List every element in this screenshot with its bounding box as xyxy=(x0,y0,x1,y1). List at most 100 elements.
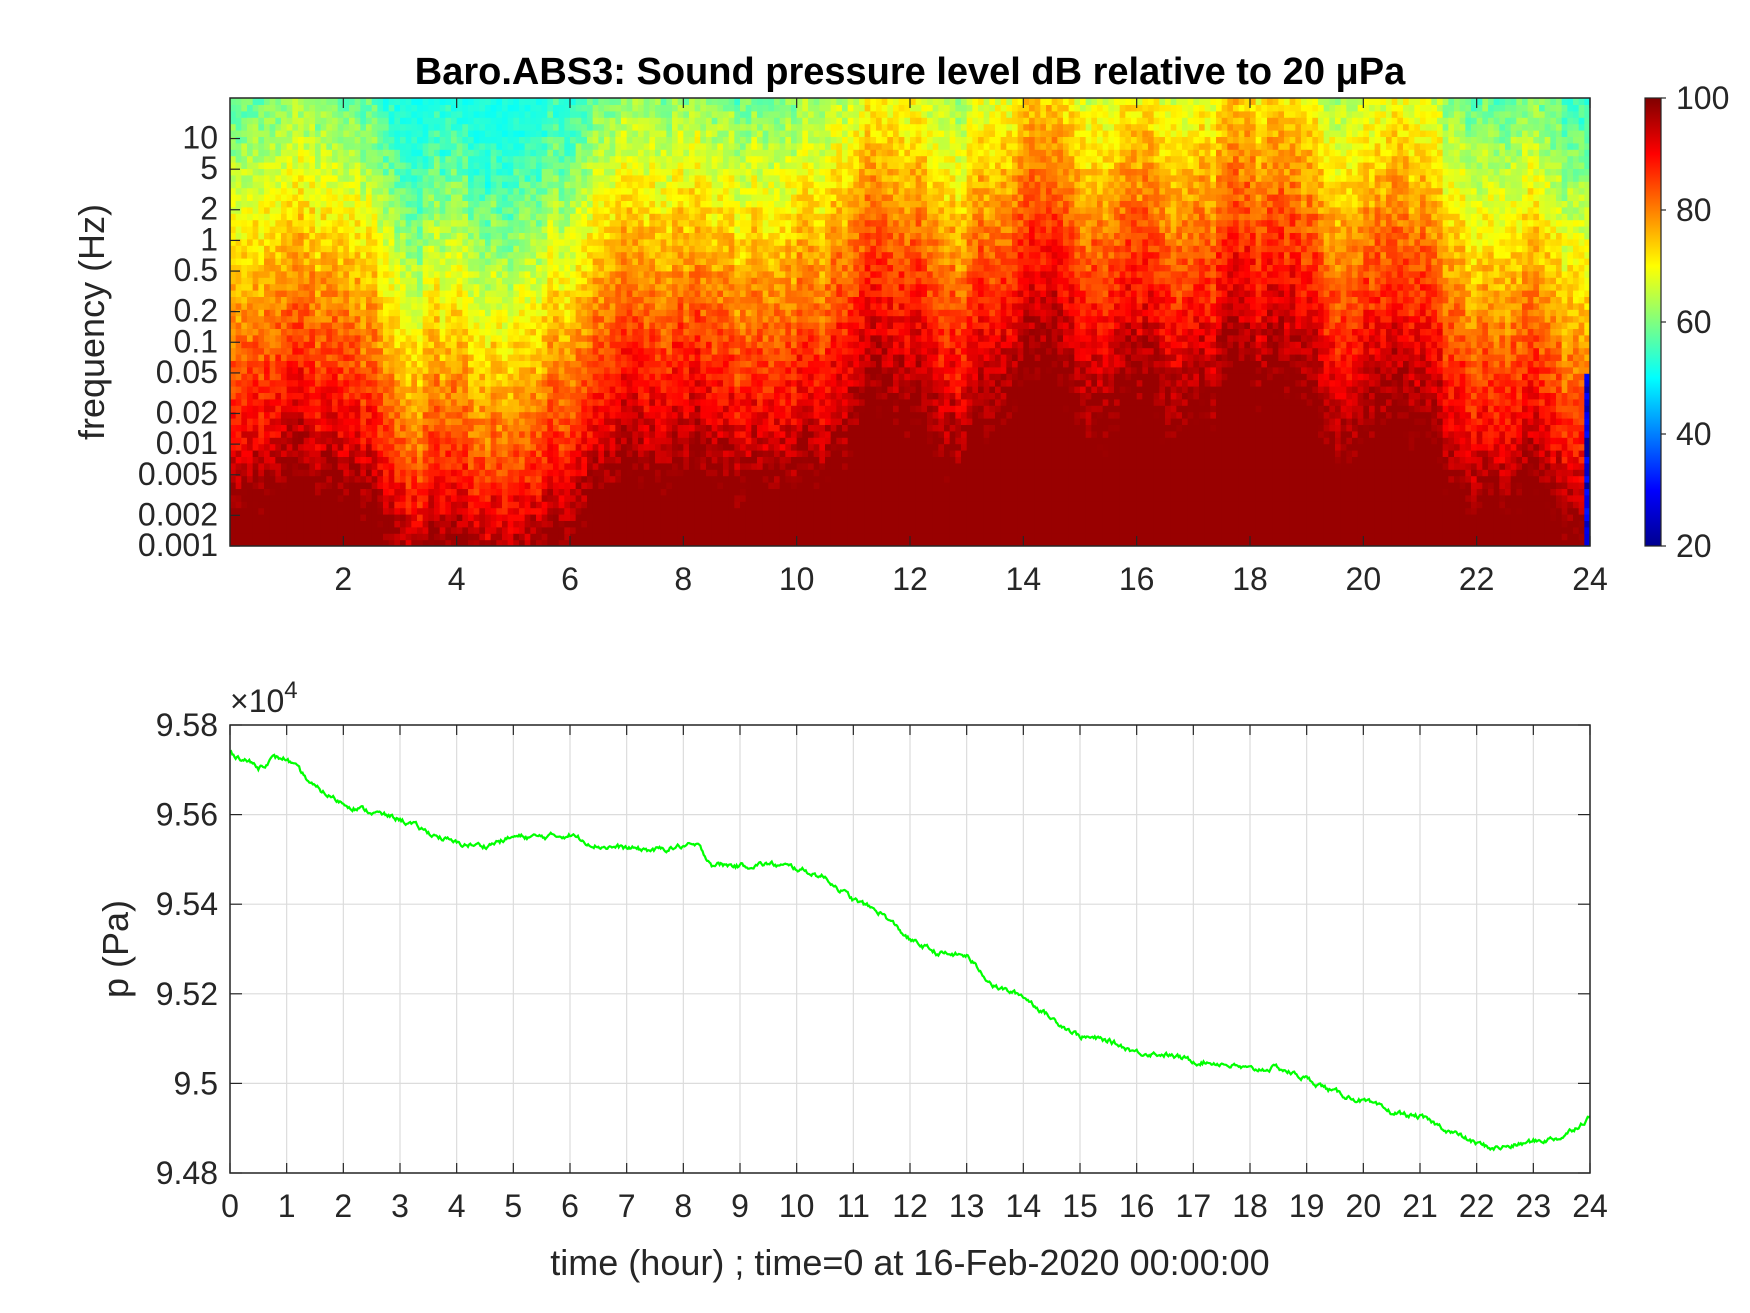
heatmap-cell xyxy=(615,494,622,502)
heatmap-cell xyxy=(405,514,412,521)
heatmap-cell xyxy=(609,430,616,438)
heatmap-cell xyxy=(337,322,344,329)
heatmap-cell xyxy=(439,296,446,304)
heatmap-cell xyxy=(252,488,259,496)
heatmap-cell xyxy=(286,398,293,406)
heatmap-cell xyxy=(371,456,378,464)
heatmap-cell xyxy=(422,168,429,176)
heatmap-cell xyxy=(445,354,452,361)
heatmap-cell xyxy=(275,501,282,509)
heatmap-cell xyxy=(587,200,594,208)
heatmap-cell xyxy=(632,501,639,509)
heatmap-cell xyxy=(439,245,446,253)
heatmap-cell xyxy=(507,232,514,240)
heatmap-cell xyxy=(626,174,633,182)
heatmap-cell xyxy=(326,430,333,438)
heatmap-cell xyxy=(275,315,282,323)
heatmap-cell xyxy=(473,309,480,317)
heatmap-cell xyxy=(485,258,492,265)
heatmap-cell xyxy=(507,411,514,419)
heatmap-cell xyxy=(581,533,588,541)
heatmap-cell xyxy=(394,328,401,336)
heatmap-cell xyxy=(536,130,543,137)
heatmap-cell xyxy=(575,373,582,381)
heatmap-cell xyxy=(388,155,395,163)
heatmap-cell xyxy=(275,520,282,528)
heatmap-cell xyxy=(315,270,322,278)
heatmap-cell xyxy=(553,226,560,233)
heatmap-cell xyxy=(383,270,390,278)
heatmap-cell xyxy=(530,456,537,464)
heatmap-cell xyxy=(332,507,339,515)
heatmap-cell xyxy=(337,373,344,381)
heatmap-cell xyxy=(411,104,418,112)
heatmap-cell xyxy=(315,226,322,233)
heatmap-cell xyxy=(592,424,599,432)
heatmap-cell xyxy=(241,360,248,368)
heatmap-cell xyxy=(434,206,441,214)
heatmap-cell xyxy=(343,181,350,189)
heatmap-cell xyxy=(366,98,373,105)
heatmap-cell xyxy=(303,450,310,457)
heatmap-cell xyxy=(547,309,554,317)
heatmap-cell xyxy=(490,507,497,515)
heatmap-cell xyxy=(445,168,452,176)
heatmap-cell xyxy=(349,162,356,169)
heatmap-cell xyxy=(411,456,418,464)
heatmap-cell xyxy=(366,290,373,297)
heatmap-cell xyxy=(417,398,424,406)
heatmap-cell xyxy=(558,405,565,413)
heatmap-cell xyxy=(621,520,628,528)
heatmap-cell xyxy=(286,341,293,349)
heatmap-cell xyxy=(320,507,327,515)
heatmap-cell xyxy=(485,328,492,336)
heatmap-cell xyxy=(354,142,361,150)
heatmap-cell xyxy=(258,264,265,272)
heatmap-cell xyxy=(252,443,259,451)
heatmap-cell xyxy=(258,411,265,419)
heatmap-cell xyxy=(377,174,384,182)
heatmap-cell xyxy=(439,277,446,285)
heatmap-cell xyxy=(564,302,571,310)
heatmap-cell xyxy=(422,162,429,169)
heatmap-cell xyxy=(371,251,378,259)
heatmap-cell xyxy=(428,162,435,169)
heatmap-cell xyxy=(434,219,441,227)
heatmap-cell xyxy=(507,104,514,112)
heatmap-cell xyxy=(575,507,582,515)
heatmap-cell xyxy=(292,200,299,208)
heatmap-cell xyxy=(258,283,265,291)
heatmap-cell xyxy=(383,238,390,246)
heatmap-cell xyxy=(405,232,412,240)
heatmap-cell xyxy=(264,379,271,387)
heatmap-cell xyxy=(252,213,259,221)
heatmap-cell xyxy=(558,341,565,349)
heatmap-cell xyxy=(604,187,611,195)
heatmap-cell xyxy=(592,270,599,278)
heatmap-cell xyxy=(570,149,577,157)
heatmap-cell xyxy=(377,334,384,342)
heatmap-cell xyxy=(388,405,395,413)
heatmap-cell xyxy=(615,533,622,541)
heatmap-cell xyxy=(264,539,271,546)
heatmap-cell xyxy=(417,539,424,546)
heatmap-cell xyxy=(235,494,242,502)
heatmap-cell xyxy=(485,238,492,246)
heatmap-cell xyxy=(615,130,622,137)
heatmap-cell xyxy=(536,270,543,278)
heatmap-cell xyxy=(360,245,367,253)
heatmap-cell xyxy=(451,456,458,464)
heatmap-cell xyxy=(400,501,407,509)
heatmap-cell xyxy=(598,450,605,457)
heatmap-cell xyxy=(615,98,622,105)
heatmap-cell xyxy=(337,136,344,144)
heatmap-cell xyxy=(621,174,628,182)
heatmap-cell xyxy=(468,514,475,521)
heatmap-cell xyxy=(621,264,628,272)
heatmap-cell xyxy=(377,520,384,528)
heatmap-cell xyxy=(479,430,486,438)
heatmap-cell xyxy=(383,437,390,445)
heatmap-cell xyxy=(360,296,367,304)
heatmap-cell xyxy=(434,136,441,144)
heatmap-cell xyxy=(598,232,605,240)
